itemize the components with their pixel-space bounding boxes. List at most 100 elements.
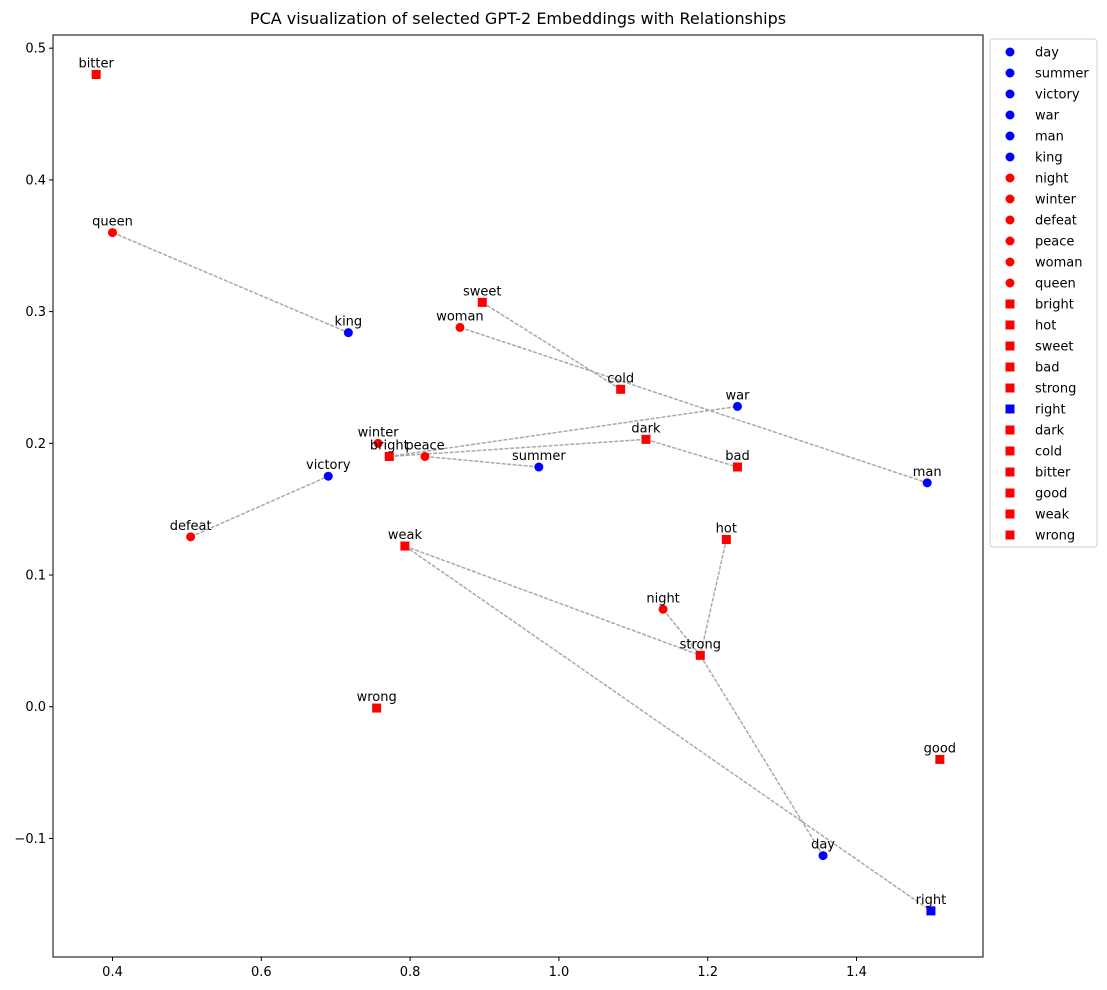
legend-label-sweet: sweet [1035, 340, 1074, 355]
x-tick-label: 0.4 [102, 965, 123, 980]
legend-marker-cold [1005, 446, 1015, 456]
relationship-line-bright-war [389, 405, 738, 458]
legend-label-man: man [1035, 130, 1064, 145]
y-axis: −0.1 0.0 0.1 0.2 0.3 0.4 0.5 [14, 42, 53, 847]
relationship-line-woman-man [459, 326, 928, 484]
legend-label-wrong: wrong [1035, 529, 1075, 544]
legend-marker-peace [1005, 236, 1015, 246]
x-tick-label: 0.6 [251, 965, 272, 980]
legend-marker-night [1005, 173, 1015, 183]
point-summer [534, 462, 544, 472]
point-label-bitter: bitter [78, 57, 114, 72]
data-points [91, 70, 945, 916]
legend-label-war: war [1035, 109, 1060, 124]
point-label-victory: victory [306, 458, 351, 473]
point-weak [400, 541, 410, 551]
point-wrong [372, 703, 382, 713]
point-bright [384, 451, 394, 461]
point-label-day: day [811, 838, 835, 853]
point-label-cold: cold [607, 371, 634, 386]
point-label-peace: peace [405, 438, 444, 453]
legend-marker-good [1005, 488, 1015, 498]
legend-label-weak: weak [1035, 508, 1070, 523]
legend-marker-bad [1005, 362, 1015, 372]
y-tick-label: 0.5 [25, 42, 46, 57]
relationship-line-bright-dark [389, 438, 647, 458]
point-label-defeat: defeat [170, 519, 212, 534]
point-label-right: right [916, 893, 947, 908]
point-cold [616, 384, 626, 394]
x-tick-label: 0.8 [400, 965, 421, 980]
relationship-line-peace-summer [424, 455, 539, 468]
legend-marker-bitter [1005, 467, 1015, 477]
plot-area-frame [52, 34, 984, 958]
point-bitter [91, 70, 101, 80]
legend-label-summer: summer [1035, 67, 1089, 82]
legend-label-good: good [1035, 487, 1067, 502]
x-axis: 0.4 0.6 0.8 1.0 1.2 1.4 [102, 957, 867, 980]
point-label-bad: bad [725, 449, 749, 464]
legend-box [989, 38, 1098, 548]
point-label-dark: dark [631, 421, 661, 436]
legend-marker-sweet [1005, 341, 1015, 351]
point-label-king: king [335, 315, 363, 330]
legend-marker-defeat [1005, 215, 1015, 225]
point-label-winter: winter [358, 425, 400, 440]
legend-marker-winter [1005, 194, 1015, 204]
y-tick-label: 0.2 [25, 437, 46, 452]
point-label-queen: queen [92, 215, 133, 230]
legend-marker-hot [1005, 320, 1015, 330]
point-right [926, 906, 936, 916]
y-tick-label: 0.0 [25, 700, 46, 715]
point-label-man: man [913, 465, 942, 480]
y-tick-label: 0.3 [25, 305, 46, 320]
point-night [658, 604, 668, 614]
point-label-night: night [646, 591, 679, 606]
point-label-bright: bright [370, 438, 409, 453]
point-defeat [186, 532, 196, 542]
point-man [922, 478, 932, 488]
legend-marker-dark [1005, 425, 1015, 435]
legend-label-winter: winter [1035, 193, 1077, 208]
x-tick-label: 1.4 [846, 965, 867, 980]
legend-label-king: king [1035, 151, 1063, 166]
point-sweet [477, 297, 487, 307]
point-label-summer: summer [512, 449, 566, 464]
legend-marker-right [1005, 404, 1015, 414]
relationship-line-queen-king [112, 231, 349, 334]
point-label-strong: strong [680, 637, 721, 652]
relationship-line-strong-hot [699, 539, 728, 656]
point-good [935, 754, 945, 764]
legend-label-bitter: bitter [1035, 466, 1071, 481]
chart-title: PCA visualization of selected GPT-2 Embe… [250, 9, 786, 28]
point-label-weak: weak [388, 528, 423, 543]
legend-label-strong: strong [1035, 382, 1076, 397]
legend-label-bad: bad [1035, 361, 1059, 376]
point-label-wrong: wrong [357, 690, 397, 705]
point-peace [420, 451, 430, 461]
legend: day summer victory war man king night winter def… [989, 38, 1098, 548]
legend-label-hot: hot [1035, 319, 1056, 334]
legend-label-queen: queen [1035, 277, 1076, 292]
relationship-line-strong-day [699, 654, 824, 856]
legend-marker-woman [1005, 257, 1015, 267]
point-hot [721, 534, 731, 544]
legend-label-defeat: defeat [1035, 214, 1077, 229]
legend-label-bright: bright [1035, 298, 1074, 313]
legend-marker-bright [1005, 299, 1015, 309]
point-strong [695, 650, 705, 660]
x-tick-label: 1.2 [697, 965, 718, 980]
y-tick-label: −0.1 [14, 832, 46, 847]
relationship-line-dark-bad [645, 438, 738, 468]
relationship-lines [112, 231, 932, 912]
y-tick-label: 0.4 [25, 173, 46, 188]
relationship-line-night-strong [662, 608, 701, 656]
legend-label-night: night [1035, 172, 1068, 187]
point-label-war: war [726, 388, 751, 403]
legend-label-peace: peace [1035, 235, 1074, 250]
x-tick-label: 1.0 [549, 965, 570, 980]
legend-label-dark: dark [1035, 424, 1065, 439]
point-label-good: good [924, 741, 956, 756]
point-king [343, 328, 353, 338]
